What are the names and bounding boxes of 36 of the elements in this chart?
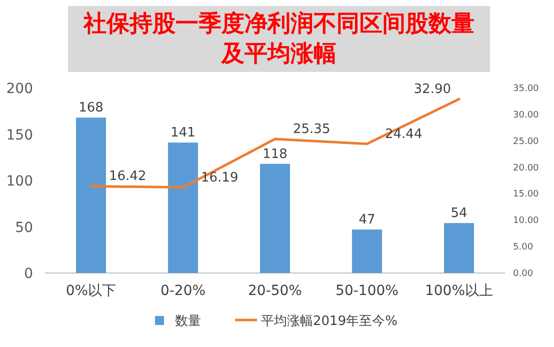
y2-tick-label: 15.00	[513, 190, 540, 200]
y2-tick-label: 35.00	[513, 84, 540, 94]
bar	[76, 118, 106, 273]
data-label: 47	[358, 212, 376, 228]
legend-label: 平均涨幅2019年至今%	[261, 314, 398, 329]
y2-tick-label: 0.00	[513, 269, 534, 279]
x-tick-label: 0-20%	[160, 283, 206, 299]
x-tick-label: 20-50%	[248, 283, 302, 299]
y2-tick-label: 5.00	[513, 242, 534, 253]
data-label: 32.90	[414, 82, 451, 98]
bar	[444, 223, 474, 273]
bar	[352, 230, 382, 273]
y-tick-label: 200	[6, 81, 33, 97]
data-label: 54	[450, 206, 468, 222]
y-tick-label: 0	[24, 266, 33, 282]
data-label: 16.42	[109, 169, 146, 184]
y2-tick-label: 20.00	[513, 163, 540, 174]
x-tick-label: 0%以下	[66, 283, 116, 299]
bar	[260, 164, 290, 273]
legend-label: 数量	[175, 314, 201, 329]
y2-tick-label: 25.00	[513, 136, 540, 147]
x-tick-label: 50-100%	[336, 283, 398, 299]
y-tick-label: 100	[6, 174, 33, 190]
data-label: 141	[170, 126, 196, 141]
data-label: 24.44	[385, 126, 422, 142]
data-label: 25.35	[293, 122, 330, 138]
x-tick-label: 100%以上	[424, 283, 494, 299]
bar	[168, 142, 198, 273]
data-label: 16.19	[201, 170, 238, 186]
data-label: 118	[262, 146, 288, 162]
y-tick-label: 50	[15, 220, 33, 236]
data-label: 168	[78, 100, 104, 116]
y2-tick-label: 30.00	[513, 110, 540, 120]
y2-tick-label: 10.00	[513, 216, 540, 226]
chart-title: 社保持股一季度净利润不同区间股数量及平均涨幅	[68, 6, 490, 72]
y-tick-label: 150	[6, 127, 33, 144]
